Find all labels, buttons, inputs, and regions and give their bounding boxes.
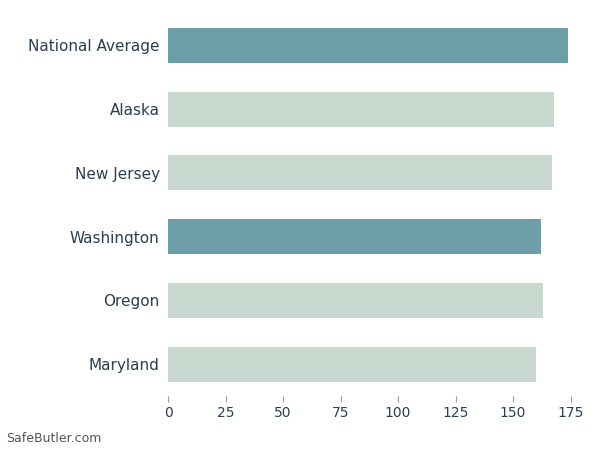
Bar [168,155,552,190]
Bar [168,219,541,254]
Bar [168,92,554,126]
Bar [168,28,568,63]
Bar [168,346,536,382]
Bar [168,283,543,318]
Text: SafeButler.com: SafeButler.com [6,432,101,446]
